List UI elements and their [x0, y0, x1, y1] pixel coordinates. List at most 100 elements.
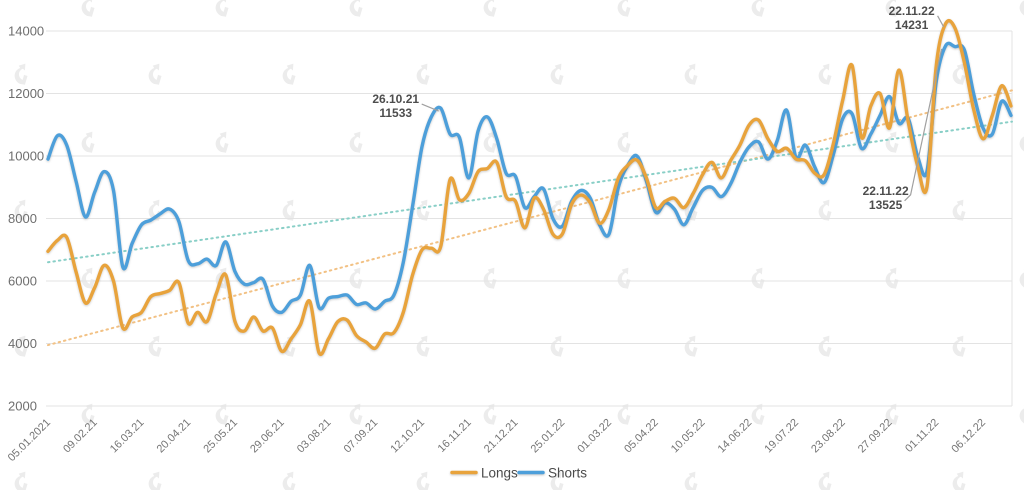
watermark-logo-icon	[14, 63, 28, 85]
legend-item-shorts[interactable]: Shorts	[517, 466, 587, 481]
x-axis-tick-label: 14.06.22	[716, 417, 755, 456]
annotation-date: 26.10.21	[372, 92, 419, 106]
x-axis-tick-label: 06.12.22	[949, 417, 988, 456]
trendlines	[47, 89, 1013, 347]
x-axis-tick-label: 01.11.22	[903, 417, 941, 455]
watermark-logo-icon	[282, 471, 296, 490]
series-line-longs	[46, 18, 1013, 356]
x-axis-tick-label: 05.01.2021	[6, 417, 53, 464]
watermark-logo-icon	[751, 267, 765, 289]
x-axis-tick-label: 20.04.21	[155, 417, 194, 456]
watermark-logo-icon	[550, 199, 564, 221]
watermark-logo-icon	[1019, 0, 1024, 17]
legend-label: Longs	[481, 466, 518, 481]
watermark-logo-icon	[81, 403, 95, 425]
annotation-value: 14231	[895, 18, 929, 32]
watermark-logo-icon	[483, 0, 497, 17]
watermark-logo-icon	[14, 199, 28, 221]
watermark-logo-icon	[617, 0, 631, 17]
trendline-longs	[47, 89, 1013, 347]
watermark-logo-icon	[14, 335, 28, 357]
y-axis-tick-label: 8000	[8, 211, 37, 226]
watermark-logo-icon	[885, 0, 899, 17]
annotation-value: 11533	[379, 106, 412, 120]
watermark-logo-icon	[1019, 131, 1024, 153]
watermark-logo-icon	[148, 471, 162, 490]
annotation-leader-line	[937, 15, 945, 28]
watermark-logo-icon	[81, 267, 95, 289]
watermark-logo-icon	[215, 131, 229, 153]
x-axis-tick-label: 16.03.21	[108, 417, 147, 456]
series-line-shorts	[46, 41, 1013, 315]
watermark-logo-icon	[483, 267, 497, 289]
y-axis-tick-label: 6000	[8, 274, 37, 289]
x-axis: 05.01.2021 09.02.21 16.03.21 20.04.21 25.05.…	[6, 417, 988, 464]
watermark-logo-icon	[952, 471, 966, 490]
watermark-logo-icon	[282, 63, 296, 85]
series-lines	[46, 18, 1013, 356]
watermark-logo-icon	[349, 0, 363, 17]
annotation-value: 13525	[869, 198, 903, 212]
legend-label: Shorts	[548, 466, 587, 481]
y-axis-tick-label: 10000	[8, 149, 44, 164]
watermark-logo-icon	[416, 63, 430, 85]
watermark-logo-icon	[81, 0, 95, 17]
x-axis-tick-label: 23.08.22	[809, 417, 848, 456]
watermark-logo-icon	[818, 471, 832, 490]
watermark-logo-icon	[952, 199, 966, 221]
watermark-logo-icon	[282, 199, 296, 221]
watermark-logo-icon	[952, 335, 966, 357]
watermark-pattern	[14, 0, 1024, 490]
watermark-logo-icon	[416, 199, 430, 221]
watermark-logo-icon	[885, 267, 899, 289]
watermark-logo-icon	[1019, 267, 1024, 289]
x-axis-tick-label: 03.08.21	[295, 417, 334, 456]
x-axis-tick-label: 01.03.22	[575, 417, 614, 456]
watermark-logo-icon	[81, 131, 95, 153]
watermark-logo-icon	[885, 131, 899, 153]
x-axis-tick-label: 29.06.21	[248, 417, 287, 456]
watermark-logo-icon	[684, 471, 698, 490]
watermark-logo-icon	[349, 267, 363, 289]
y-axis-tick-label: 2000	[8, 399, 37, 414]
watermark-logo-icon	[818, 199, 832, 221]
legend-item-longs[interactable]: Longs	[450, 466, 518, 481]
watermark-logo-icon	[1019, 403, 1024, 425]
watermark-logo-icon	[483, 131, 497, 153]
grid: 14000 12000 10000 8000 6000 4000 2000	[8, 24, 1013, 414]
x-axis-tick-label: 19.07.22	[762, 417, 801, 456]
watermark-logo-icon	[617, 267, 631, 289]
watermark-logo-icon	[818, 335, 832, 357]
watermark-logo-icon	[483, 403, 497, 425]
x-axis-tick-label: 10.05.22	[669, 417, 708, 456]
annotation-leader-line	[904, 48, 943, 202]
watermark-logo-icon	[617, 131, 631, 153]
watermark-logo-icon	[215, 0, 229, 17]
x-axis-tick-label: 12.10.21	[388, 417, 427, 456]
watermark-logo-icon	[148, 335, 162, 357]
watermark-logo-icon	[684, 335, 698, 357]
annotation-date: 22.11.22	[889, 4, 935, 18]
watermark-logo-icon	[617, 403, 631, 425]
watermark-logo-icon	[550, 335, 564, 357]
watermark-logo-icon	[349, 403, 363, 425]
annotation-leader-line	[421, 103, 439, 112]
watermark-logo-icon	[349, 131, 363, 153]
y-axis-tick-label: 14000	[8, 24, 44, 39]
x-axis-tick-label: 16.11.21	[436, 417, 474, 455]
watermark-logo-icon	[416, 335, 430, 357]
watermark-logo-icon	[751, 0, 765, 17]
legend: Longs Shorts	[450, 466, 587, 481]
watermark-logo-icon	[282, 335, 296, 357]
x-axis-tick-label: 09.02.21	[61, 417, 100, 456]
watermark-logo-icon	[952, 63, 966, 85]
watermark-logo-icon	[550, 471, 564, 490]
watermark-logo-icon	[885, 403, 899, 425]
watermark-logo-icon	[751, 403, 765, 425]
x-axis-tick-label: 07.09.21	[342, 417, 381, 456]
watermark-logo-icon	[148, 63, 162, 85]
watermark-logo-icon	[550, 63, 564, 85]
